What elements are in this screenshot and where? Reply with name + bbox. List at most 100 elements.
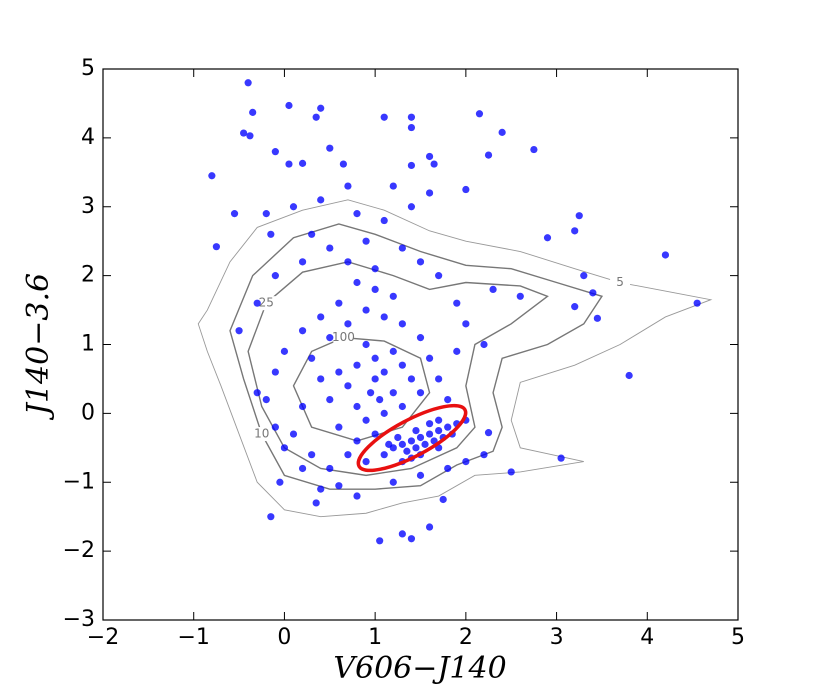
scatter-point — [367, 389, 375, 397]
scatter-point — [430, 160, 438, 168]
scatter-point — [444, 396, 452, 404]
y-tick-label: 5 — [81, 56, 95, 81]
scatter-point — [507, 468, 515, 476]
scatter-point — [362, 340, 370, 349]
scatter-point — [435, 272, 443, 280]
scatter-point — [462, 185, 470, 194]
scatter-point — [280, 347, 289, 355]
y-tick-label: −2 — [63, 538, 95, 563]
scatter-point — [253, 299, 261, 307]
scatter-point — [376, 537, 384, 545]
scatter-point — [394, 433, 402, 442]
scatter-point — [389, 478, 397, 486]
scatter-point — [416, 258, 425, 266]
scatter-point — [362, 306, 370, 314]
scatter-point — [380, 113, 388, 121]
scatter-point — [435, 426, 443, 435]
scatter-point — [298, 159, 307, 167]
plot-area: 5 10 25 100 — [197, 79, 713, 545]
scatter-point — [380, 313, 388, 321]
scatter-point — [317, 485, 325, 493]
contour-line — [292, 336, 431, 442]
scatter-point — [480, 451, 488, 459]
y-tick-label: 0 — [81, 400, 95, 425]
scatter-point — [398, 244, 406, 252]
x-tick-label: −2 — [87, 625, 119, 650]
scatter-point — [593, 314, 601, 322]
scatter-point — [412, 426, 420, 435]
highlight-ellipse — [356, 403, 468, 473]
scatter-point — [407, 535, 416, 543]
scatter-point — [344, 182, 352, 190]
y-tick-label: 3 — [81, 194, 95, 219]
scatter-point — [389, 292, 397, 300]
scatter-point — [317, 104, 325, 112]
scatter-point — [480, 340, 488, 349]
scatter-point — [326, 334, 334, 342]
scatter-point — [398, 361, 406, 369]
scatter-point — [308, 354, 316, 362]
scatter-point — [285, 101, 293, 110]
scatter-point — [475, 110, 484, 118]
scatter-point — [371, 285, 379, 293]
contour-label-bg — [333, 330, 354, 345]
scatter-point — [453, 299, 461, 307]
scatter-point — [298, 464, 307, 473]
x-tick-label: 2 — [459, 625, 473, 650]
scatter-point — [416, 471, 425, 479]
scatter-point — [462, 457, 470, 466]
scatter-point — [371, 430, 379, 438]
scatter-point — [289, 430, 298, 438]
scatter-point — [362, 416, 370, 424]
scatter-point — [371, 354, 379, 362]
y-tick-label: 4 — [81, 125, 95, 150]
scatter-point — [262, 396, 270, 404]
scatter-point — [380, 368, 388, 376]
scatter-point — [425, 420, 434, 428]
scatter-point — [344, 382, 352, 390]
scatter-point — [230, 210, 239, 218]
scatter-point — [425, 189, 434, 197]
scatter-point — [625, 371, 633, 380]
y-tick-label: 2 — [81, 263, 95, 288]
scatter-point — [435, 375, 443, 383]
scatter-point — [353, 361, 361, 369]
scatter-point — [416, 334, 425, 342]
scatter-point — [362, 457, 370, 466]
y-tick-label: −3 — [63, 607, 95, 632]
scatter-point — [462, 320, 470, 328]
scatter-point — [362, 237, 370, 245]
scatter-point — [589, 289, 597, 297]
x-tick-label: 4 — [640, 625, 654, 650]
scatter-point — [298, 327, 307, 335]
x-tick-label: 0 — [277, 625, 291, 650]
scatter-point — [353, 278, 361, 287]
scatter-point — [385, 440, 393, 448]
scatter-point — [407, 123, 416, 132]
scatter-point — [407, 375, 416, 383]
y-tick-label: 1 — [81, 332, 95, 357]
scatter-point — [308, 230, 316, 238]
scatter-point — [557, 454, 565, 462]
scatter-point — [353, 437, 361, 445]
scatter-point — [262, 210, 270, 218]
scatter-point — [317, 313, 325, 321]
scatter-point — [271, 423, 279, 431]
scatter-point — [244, 79, 252, 87]
scatter-point — [498, 128, 506, 136]
scatter-point — [344, 451, 352, 459]
scatter-point — [425, 152, 434, 161]
scatter-point — [398, 320, 406, 328]
scatter-point — [353, 492, 361, 500]
scatter-point — [407, 203, 416, 211]
scatter-point — [416, 433, 425, 442]
scatter-point — [312, 113, 320, 121]
scatter-point — [371, 375, 379, 383]
contour-label-bg — [610, 275, 631, 290]
scatter-point — [376, 396, 384, 404]
scatter-point — [575, 212, 583, 220]
contour-label: 10 — [254, 427, 269, 441]
scatter-point — [344, 320, 352, 328]
scatter-point — [235, 327, 243, 335]
scatter-point — [308, 451, 316, 459]
